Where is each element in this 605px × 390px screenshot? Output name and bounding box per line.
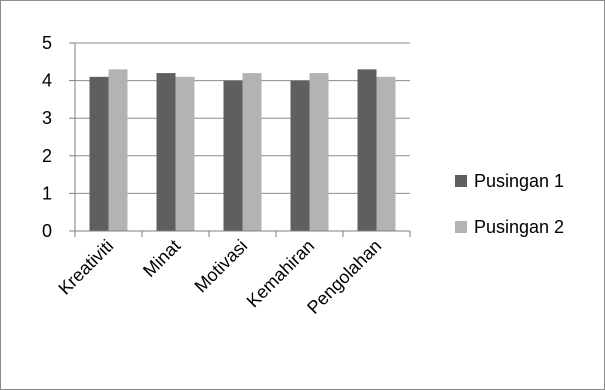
bars bbox=[89, 69, 396, 231]
bar-motivasi-series-1 bbox=[223, 80, 243, 231]
legend-swatch-series-2 bbox=[455, 221, 467, 233]
y-tick-label: 1 bbox=[42, 183, 52, 203]
legend-label-series-1: Pusingan 1 bbox=[474, 171, 564, 191]
bar-minat-series-2 bbox=[175, 76, 195, 231]
y-tick-label: 4 bbox=[42, 71, 52, 91]
legend: Pusingan 1 Pusingan 2 bbox=[455, 171, 564, 237]
x-tick-labels: Kreativiti Minat MotivasiKemahiranPengolah… bbox=[54, 231, 411, 318]
bar-kemahiran-series-1 bbox=[290, 80, 310, 231]
bar-minat-series-1 bbox=[156, 73, 176, 231]
bar-pengolahan-series-2 bbox=[376, 76, 396, 231]
bar-motivasi-series-2 bbox=[242, 73, 262, 231]
bar-pengolahan-series-1 bbox=[357, 69, 377, 231]
y-tick-label: 5 bbox=[42, 33, 52, 53]
axes bbox=[74, 43, 410, 232]
bar-kreativiti-series-1 bbox=[89, 76, 109, 231]
y-tick-label: 0 bbox=[42, 221, 52, 241]
y-tick-labels: 0 1 2 3 4 5 bbox=[42, 33, 75, 241]
x-tick-label-kreativiti: Kreativiti bbox=[54, 236, 117, 299]
bar-kreativiti-series-2 bbox=[108, 69, 128, 231]
x-tick-label-motivasi: Motivasi bbox=[191, 236, 252, 297]
legend-label-series-2: Pusingan 2 bbox=[474, 217, 564, 237]
y-tick-label: 2 bbox=[42, 146, 52, 166]
x-tick-label-minat: Minat bbox=[139, 236, 184, 281]
bar-kemahiran-series-2 bbox=[309, 73, 329, 231]
legend-swatch-series-1 bbox=[455, 175, 467, 187]
y-tick-label: 3 bbox=[42, 108, 52, 128]
